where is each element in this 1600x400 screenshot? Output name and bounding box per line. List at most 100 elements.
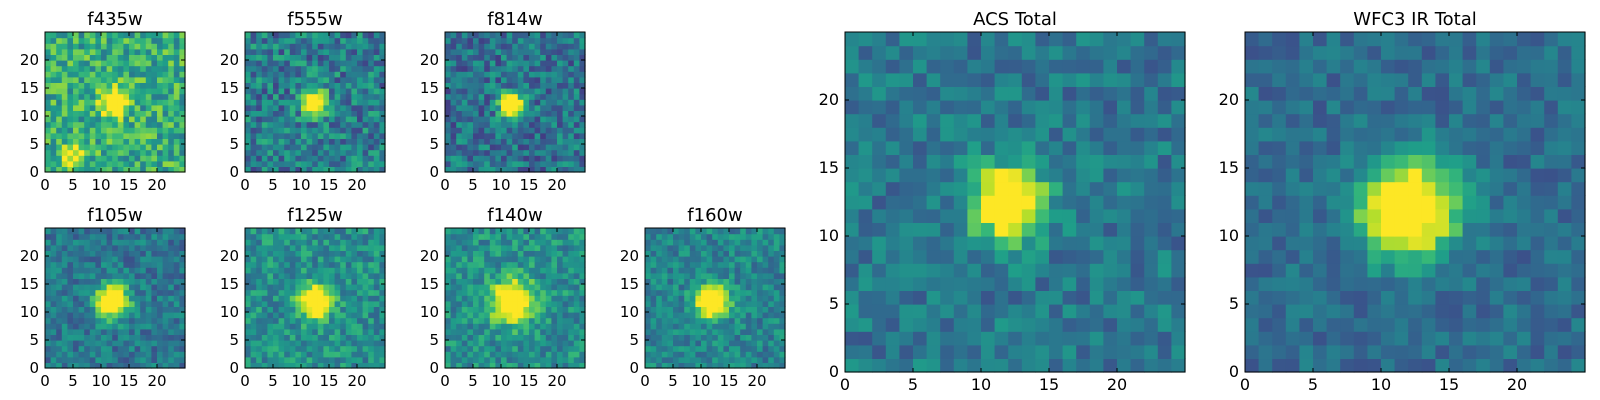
heatmap-cell	[489, 76, 496, 83]
heatmap-cell	[134, 104, 141, 111]
heatmap-cell	[450, 37, 457, 44]
heatmap-cell	[112, 144, 119, 151]
heatmap-cell	[78, 306, 85, 313]
heatmap-cell	[562, 104, 569, 111]
heatmap-cell	[179, 65, 186, 72]
heatmap-cell	[1144, 236, 1159, 251]
heatmap-cell	[112, 32, 119, 39]
heatmap-cell	[1021, 276, 1036, 291]
heatmap-cell	[261, 60, 268, 67]
heatmap-cell	[1117, 249, 1132, 264]
heatmap-cell	[379, 284, 386, 291]
heatmap-cell	[134, 233, 141, 240]
y-tick-label: 20	[220, 51, 239, 69]
heatmap-cell	[273, 362, 280, 369]
heatmap-cell	[245, 160, 252, 167]
heatmap-cell	[245, 295, 252, 302]
heatmap-cell	[450, 362, 457, 369]
heatmap-cell	[1103, 344, 1118, 359]
heatmap-cell	[267, 43, 274, 50]
heatmap-cell	[645, 228, 652, 235]
heatmap-cell	[517, 160, 524, 167]
heatmap-cell	[312, 312, 319, 319]
heatmap-cell	[534, 166, 541, 173]
heatmap-cell	[129, 272, 136, 279]
heatmap-cell	[50, 244, 57, 251]
heatmap-cell	[473, 43, 480, 50]
heatmap-cell	[101, 54, 108, 61]
heatmap-cell	[717, 295, 724, 302]
heatmap-cell	[101, 138, 108, 145]
heatmap-cell	[267, 88, 274, 95]
heatmap-cell	[740, 233, 747, 240]
heatmap-cell	[953, 236, 968, 251]
heatmap-cell	[362, 244, 369, 251]
heatmap-cell	[517, 272, 524, 279]
heatmap-cell	[162, 272, 169, 279]
heatmap-cell	[357, 323, 364, 330]
heatmap-cell	[250, 284, 257, 291]
heatmap-cell	[695, 256, 702, 263]
heatmap-cell	[112, 149, 119, 156]
heatmap-cell	[512, 88, 519, 95]
heatmap-cell	[250, 155, 257, 162]
heatmap-cell	[661, 250, 668, 257]
heatmap-cell	[245, 317, 252, 324]
heatmap-cell	[73, 295, 80, 302]
heatmap-cell	[450, 284, 457, 291]
heatmap-cell	[551, 244, 558, 251]
heatmap-cell	[162, 37, 169, 44]
heatmap-cell	[145, 116, 152, 123]
heatmap-cell	[89, 323, 96, 330]
heatmap-cell	[89, 289, 96, 296]
heatmap-cell	[56, 88, 63, 95]
heatmap-cell	[151, 166, 158, 173]
heatmap-cell	[885, 208, 900, 223]
heatmap-cell	[312, 93, 319, 100]
heatmap-cell	[106, 278, 113, 285]
heatmap-cell	[1157, 263, 1172, 278]
x-tick-label: 0	[40, 176, 50, 194]
heatmap-cell	[273, 43, 280, 50]
heatmap-cell	[312, 300, 319, 307]
heatmap-cell	[495, 278, 502, 285]
heatmap-cell	[45, 334, 52, 341]
heatmap-cell	[278, 284, 285, 291]
heatmap-cell	[740, 228, 747, 235]
heatmap-cell	[256, 155, 263, 162]
heatmap-cell	[45, 76, 52, 83]
heatmap-cell	[112, 228, 119, 235]
heatmap-cell	[173, 155, 180, 162]
heatmap-cell	[151, 93, 158, 100]
heatmap-cell	[706, 267, 713, 274]
heatmap-cell	[362, 362, 369, 369]
heatmap-cell	[273, 104, 280, 111]
heatmap-cell	[179, 261, 186, 268]
heatmap-cell	[981, 317, 996, 332]
heatmap-cell	[373, 306, 380, 313]
heatmap-cell	[345, 149, 352, 156]
heatmap-cell	[723, 239, 730, 246]
axes-frame	[244, 31, 386, 173]
heatmap-cell	[506, 43, 513, 50]
heatmap-cell	[645, 233, 652, 240]
heatmap-cell	[106, 340, 113, 347]
heatmap-cell	[723, 295, 730, 302]
heatmap-cell	[940, 222, 955, 237]
heatmap-cell	[579, 149, 586, 156]
heatmap-cell	[1021, 358, 1036, 373]
heatmap-cell	[329, 149, 336, 156]
heatmap-cell	[78, 82, 85, 89]
heatmap-cell	[445, 60, 452, 67]
heatmap-cell	[362, 54, 369, 61]
heatmap-cell	[667, 340, 674, 347]
panel-title: f160w	[687, 205, 742, 226]
heatmap-cell	[579, 144, 586, 151]
heatmap-cell	[123, 116, 130, 123]
heatmap-cell	[1076, 331, 1091, 346]
heatmap-cell	[357, 93, 364, 100]
heatmap-cell	[579, 289, 586, 296]
heatmap-cell	[278, 356, 285, 363]
heatmap-cell	[362, 76, 369, 83]
heatmap-cell	[117, 37, 124, 44]
